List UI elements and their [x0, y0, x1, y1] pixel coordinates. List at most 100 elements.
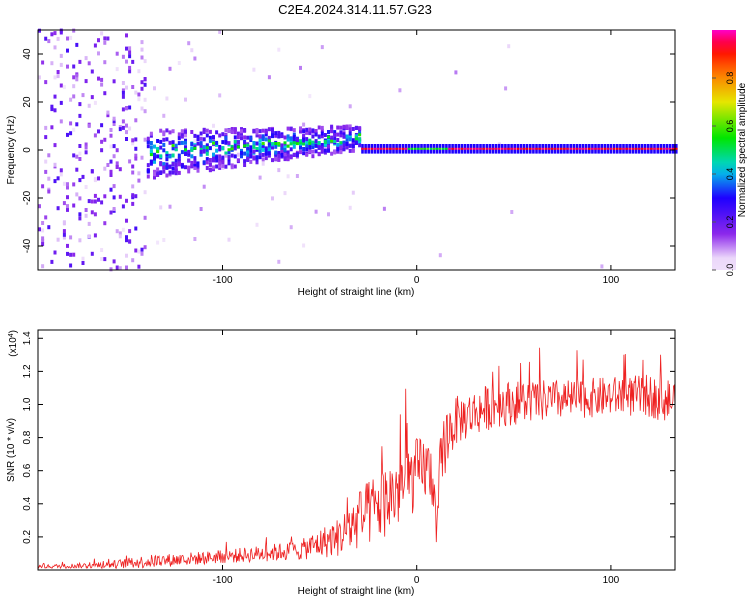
spectrogram-band-cell	[199, 136, 203, 141]
spectrogram-line-cell	[538, 147, 541, 150]
spectrogram-noise-cell	[59, 62, 63, 67]
spectrogram-band-cell	[199, 143, 203, 148]
spectrogram-band-cell	[184, 140, 187, 145]
spectrogram-band-cell	[255, 130, 259, 135]
spectrogram-noise-cell	[106, 110, 110, 115]
spectrogram-noise-cell	[131, 170, 135, 175]
spectrogram-noise-cell	[75, 154, 79, 159]
spectrogram-noise-cell	[62, 229, 66, 234]
spectrogram-band-cell	[212, 135, 215, 140]
spectrogram-noise-cell	[109, 267, 113, 272]
spectrogram-band-cell	[283, 157, 287, 162]
spectrogram-noise-cell	[109, 187, 113, 192]
spectrogram-noise-cell	[97, 38, 100, 43]
spectrogram-band-cell	[199, 152, 203, 157]
spectrogram-noise-cell	[97, 76, 100, 81]
spectrogram-noise-cell	[125, 106, 128, 111]
spectrogram-band-cell	[252, 149, 256, 154]
spectrogram-band-cell	[358, 126, 362, 131]
spectrogram-noise-cell	[90, 210, 94, 215]
spectrogram-noise-cell	[62, 232, 66, 237]
spectrogram-band-cell	[255, 157, 259, 162]
spectrogram-line-cell	[581, 147, 585, 150]
spectrogram-noise-cell	[308, 94, 312, 99]
svg-text:(x104): (x104)	[8, 330, 20, 357]
spectrogram-noise-cell	[72, 64, 76, 69]
spectrogram-noise-cell	[56, 74, 60, 79]
spectrogram-band-cell	[208, 146, 212, 151]
spectrogram-band-cell	[305, 140, 309, 145]
spectrogram-band-cell	[267, 141, 271, 146]
spectrogram-band-core	[327, 135, 330, 139]
spectrogram-noise-cell	[202, 184, 206, 189]
spectrogram-band-core	[205, 146, 209, 150]
spectrogram-band-cell	[330, 151, 334, 156]
spectrogram-band-cell	[299, 129, 302, 134]
spectrogram-noise-cell	[106, 163, 110, 167]
spectrogram-line-cell	[370, 147, 374, 150]
spectrogram-band-cell	[240, 150, 243, 155]
spectrogram-noise-cell	[44, 125, 48, 130]
spectrogram-band-cell	[314, 129, 318, 133]
spectrogram-noise-cell	[351, 190, 355, 195]
spectrogram-band-cell	[205, 157, 209, 162]
spectrogram-band-cell	[171, 140, 175, 145]
spectrogram-line-cell	[404, 147, 408, 150]
snr-y-tick-label: 0.8	[22, 430, 33, 444]
spectrogram-noise-cell	[143, 109, 147, 114]
spectrogram-band-cell	[348, 131, 352, 136]
spectrogram-noise-cell	[84, 185, 88, 189]
colorbar-tick-label: 0.2	[725, 216, 735, 229]
spectrogram-line-cell	[451, 147, 454, 150]
spectrogram-line-cell	[634, 147, 638, 150]
spectrogram-band-cell	[299, 143, 302, 148]
spectrogram-line-cell	[563, 147, 566, 150]
spectrogram-band-cell	[190, 142, 194, 147]
spectrogram-band-cell	[165, 165, 169, 170]
spectrogram-noise-cell	[62, 220, 66, 225]
spectrogram-band-cell	[221, 132, 225, 137]
spectrogram-noise-cell	[507, 44, 511, 49]
spectrogram-noise-cell	[128, 229, 132, 234]
spectrogram-line-cell	[442, 147, 445, 150]
spectrogram-line-cell	[373, 147, 377, 150]
spectrogram-noise-cell	[78, 102, 82, 107]
spectrogram-noise-cell	[140, 40, 144, 45]
spectrogram-band-cell	[202, 137, 206, 142]
spectrogram-band-cell	[261, 152, 265, 157]
spectrogram-band-cell	[177, 156, 181, 161]
spectrogram-band-cell	[336, 125, 340, 130]
spectrogram-band-cell	[243, 151, 247, 156]
spectrogram-noise-cell	[53, 75, 57, 80]
spectrogram-noise-cell	[44, 169, 48, 174]
spectrogram-noise-cell	[134, 156, 138, 161]
spectrogram-band-cell	[208, 129, 212, 134]
spectrogram-line-cell	[516, 147, 520, 150]
spectrogram-noise-cell	[140, 47, 144, 52]
spectrogram-noise-cell	[109, 173, 113, 177]
spectrogram-band-cell	[261, 137, 265, 142]
spectrogram-band-cell	[221, 155, 225, 160]
spectrogram-line-cell	[628, 147, 631, 150]
spectrogram-band-cell	[289, 155, 293, 160]
spectrogram-line-cell	[401, 147, 405, 150]
spectrogram-noise-cell	[224, 153, 228, 158]
spectrogram-band-cell	[193, 160, 197, 164]
spectrogram-band-cell	[221, 140, 225, 145]
spectrogram-band-cell	[264, 132, 268, 137]
spectrogram-band-cell	[227, 155, 231, 160]
spectrogram-band-cell	[348, 127, 352, 132]
spectrogram-band-cell	[243, 141, 247, 146]
spectrogram-noise-cell	[103, 60, 107, 65]
spectrogram-noise-cell	[143, 137, 147, 142]
spectrogram-band-cell	[258, 149, 262, 154]
spectrogram-noise-cell	[125, 238, 128, 243]
spectrogram-band-core	[171, 144, 175, 148]
spectrogram-band-cell	[227, 150, 231, 155]
spectrogram-noise-cell	[53, 45, 57, 50]
spectrogram-noise-cell	[140, 106, 144, 111]
spectrogram-band-cell	[187, 165, 191, 170]
spectrogram-band-cell	[320, 143, 324, 147]
spectrogram-band-cell	[320, 134, 324, 139]
spectrogram-noise-cell	[90, 169, 94, 174]
